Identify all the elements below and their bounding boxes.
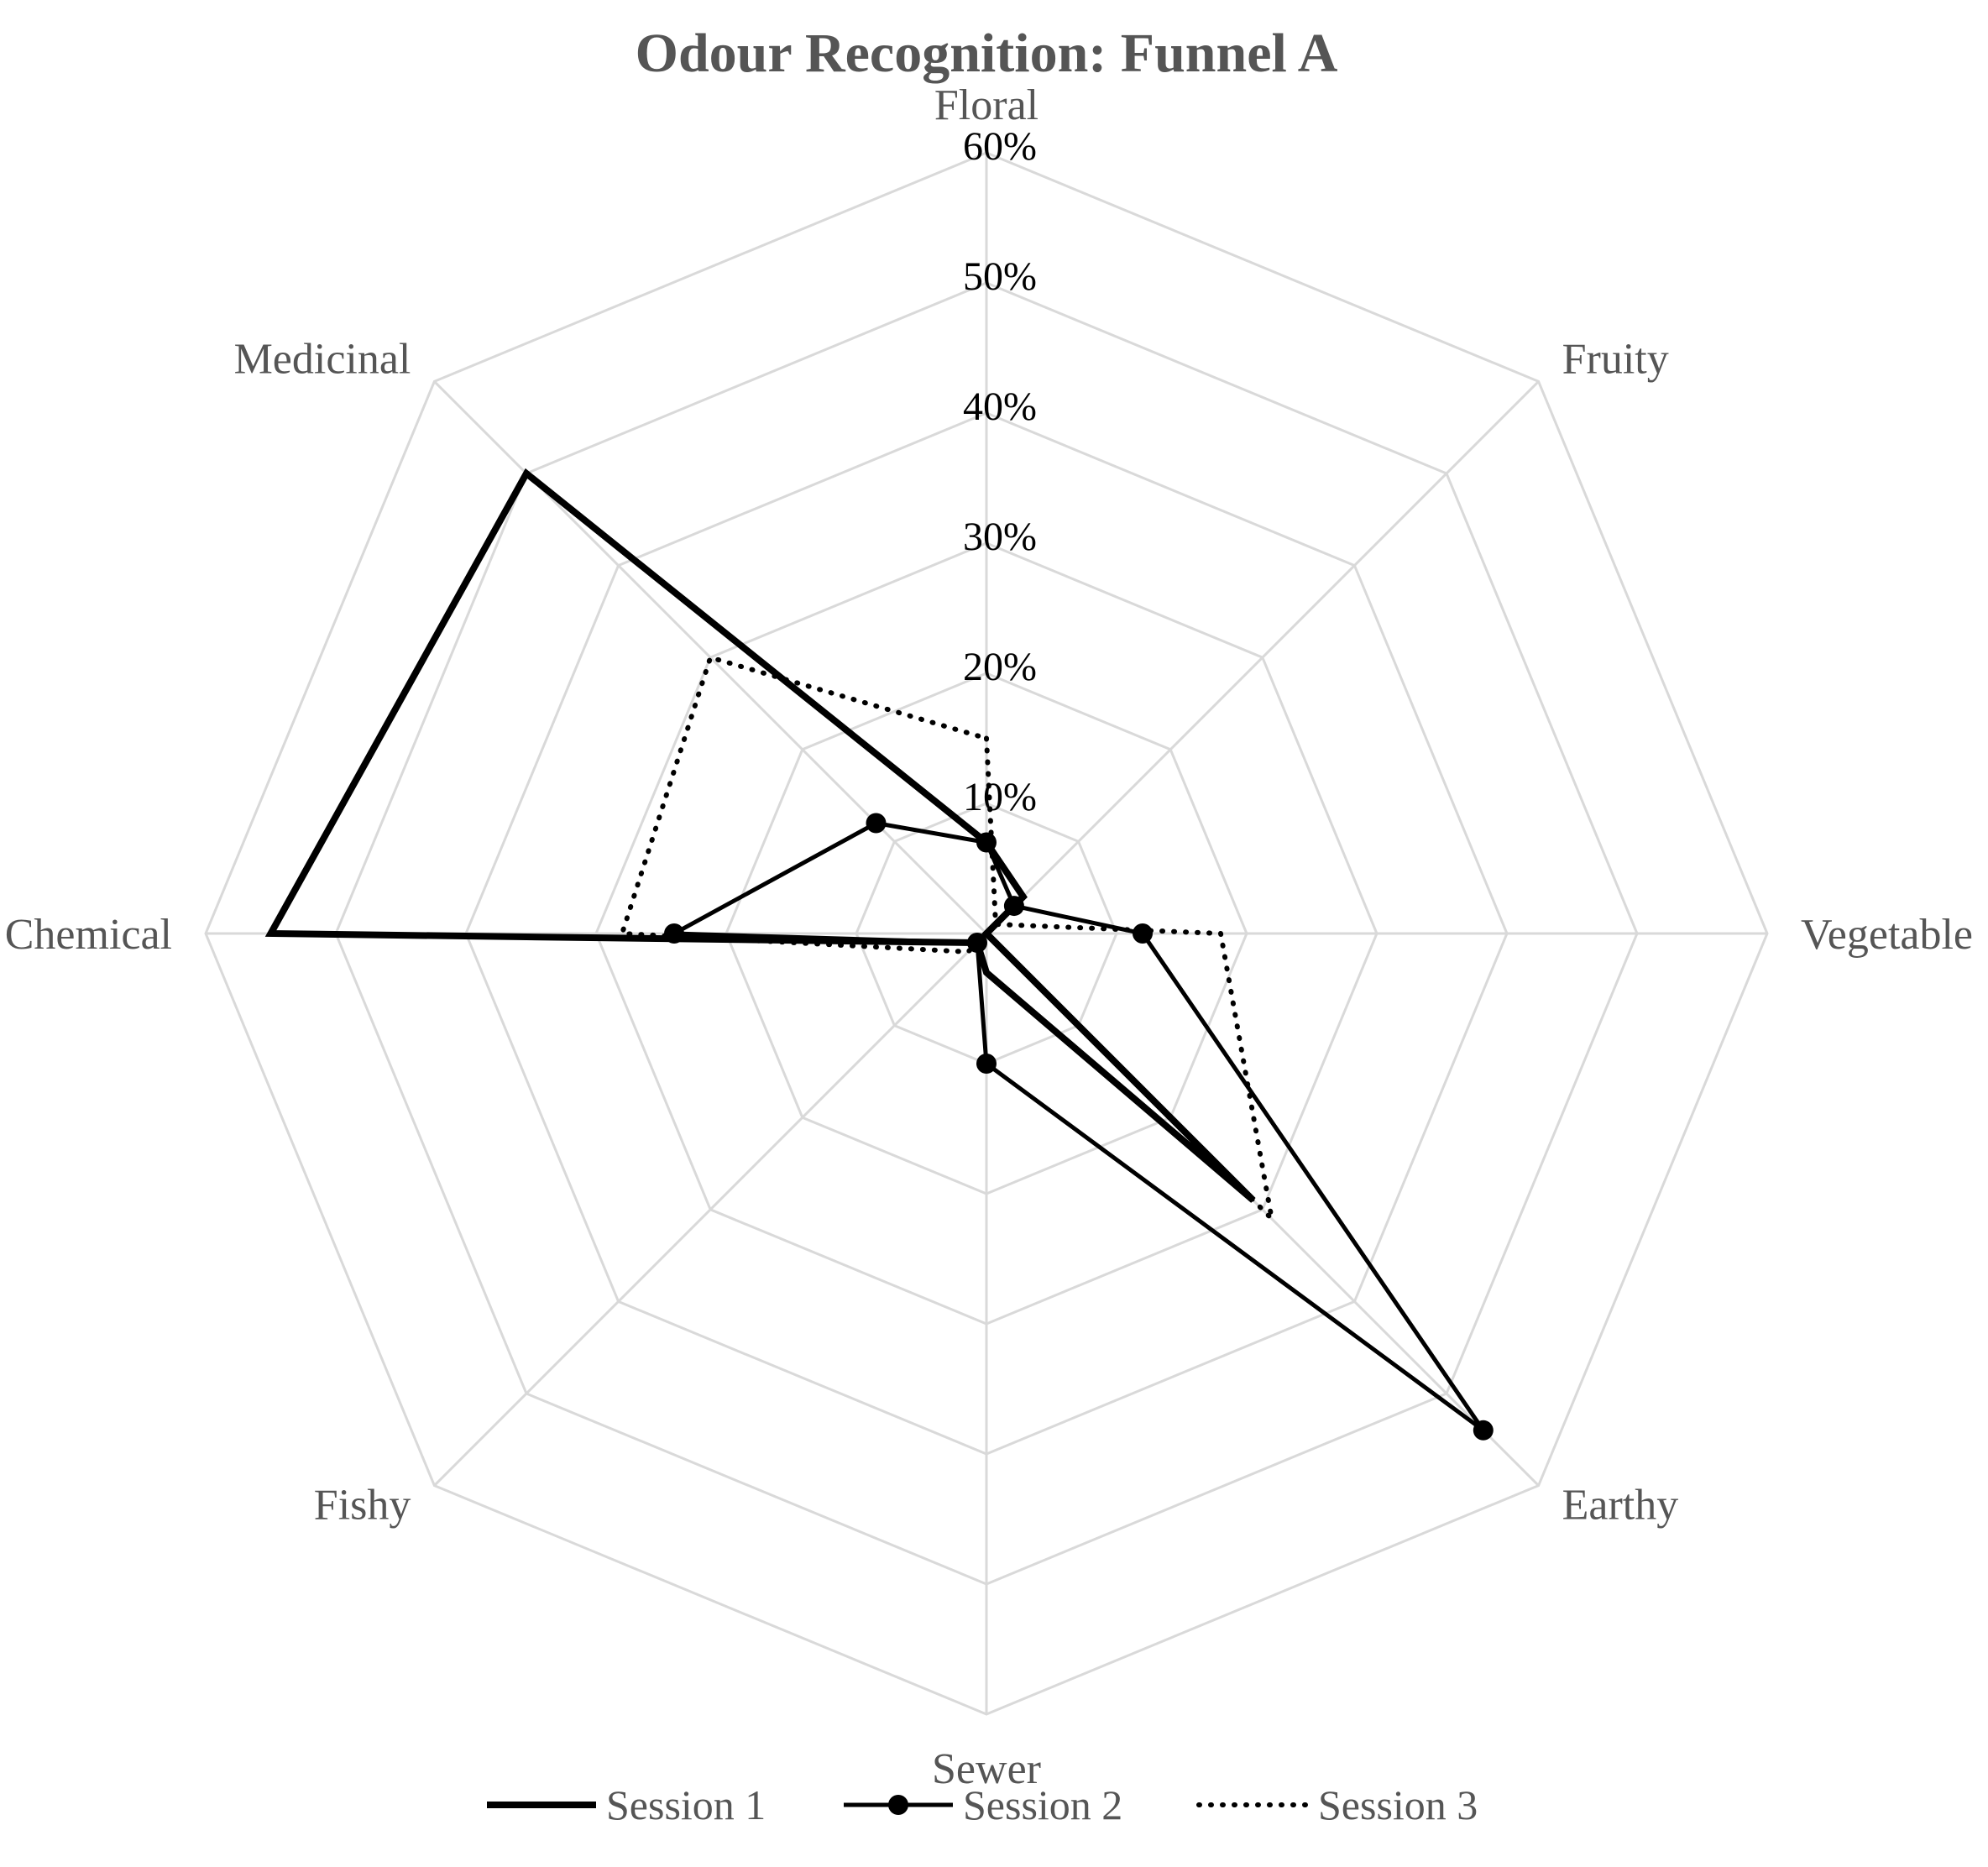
legend: Session 1 Session 2 Session 3 (487, 1781, 1478, 1828)
legend-label-session-1: Session 1 (606, 1781, 766, 1828)
legend-item-session-2: Session 2 (844, 1781, 1122, 1828)
data-point-session-2-chemical (664, 923, 684, 944)
radial-tick-labels: 10% 20% 30% 40% 50% 60% (963, 124, 1037, 819)
category-label-fishy: Fishy (314, 1482, 411, 1530)
tick-label: 50% (963, 254, 1037, 299)
series-line-session-2 (666, 820, 1485, 1432)
series-session-3 (618, 654, 1276, 1226)
category-label-chemical: Chemical (5, 911, 172, 959)
category-label-vegetable: Vegetable (1801, 911, 1973, 959)
legend-label-session-2: Session 2 (963, 1781, 1122, 1828)
data-point-session-2-floral (976, 832, 997, 853)
series-session-1 (264, 468, 1256, 1203)
category-label-fruity: Fruity (1562, 335, 1669, 383)
tick-label: 60% (963, 124, 1037, 169)
legend-label-session-3: Session 3 (1318, 1781, 1478, 1828)
data-point-session-2-medicinal (866, 813, 887, 834)
data-point-session-2-earthy (1473, 1420, 1494, 1441)
category-label-sewer: Sewer (932, 1745, 1041, 1793)
data-point-session-2-vegetable (1133, 923, 1153, 944)
spoke-fishy (433, 932, 988, 1487)
series-line-session-3 (618, 654, 1276, 1226)
chart-title: Odour Recognition: Funnel A (636, 23, 1338, 84)
legend-item-session-1: Session 1 (487, 1781, 766, 1828)
data-series (264, 468, 1494, 1441)
category-label-floral: Floral (934, 81, 1038, 129)
category-label-medicinal: Medicinal (234, 335, 411, 383)
tick-label: 30% (963, 515, 1037, 559)
data-point-session-2-fruity (1003, 896, 1024, 917)
data-point-session-2-sewer (976, 1054, 997, 1074)
tick-label: 20% (963, 645, 1037, 689)
legend-item-session-3: Session 3 (1196, 1781, 1478, 1828)
category-labels: Floral Fruity Vegetable Earthy Sewer Fishy Che… (5, 81, 1973, 1793)
category-label-earthy: Earthy (1562, 1482, 1679, 1530)
spoke-medicinal (433, 380, 988, 935)
series-session-2 (664, 813, 1494, 1441)
tick-label: 10% (963, 775, 1037, 819)
tick-label: 40% (963, 384, 1037, 429)
series-line-session-1 (264, 468, 1256, 1203)
legend-marker-session-2 (888, 1795, 908, 1815)
spoke-fruity (985, 380, 1540, 935)
